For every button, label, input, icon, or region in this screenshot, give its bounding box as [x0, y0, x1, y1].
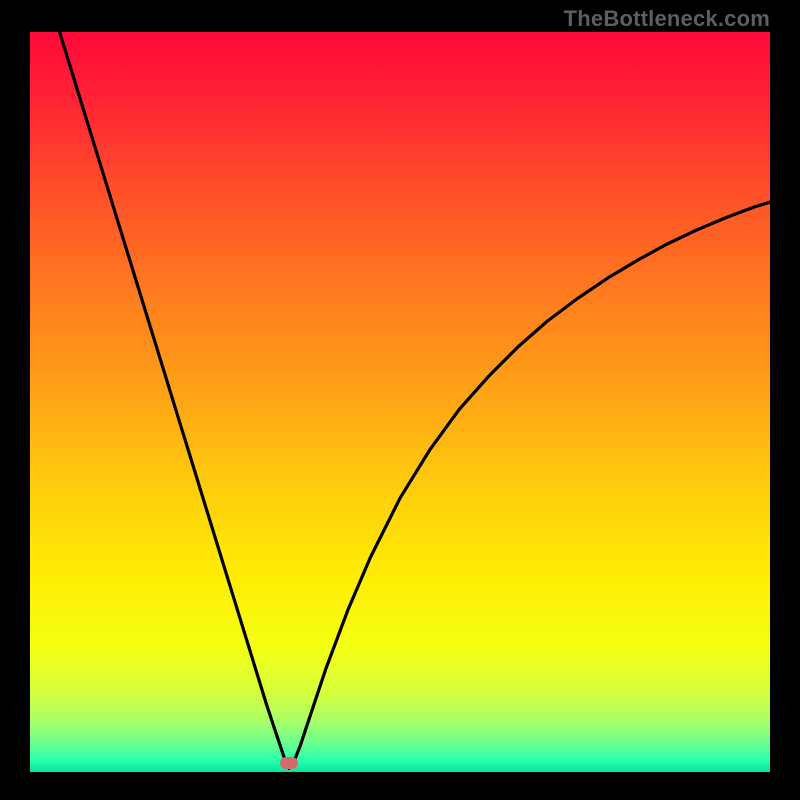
chart-frame: TheBottleneck.com: [0, 0, 800, 800]
optimal-point-marker: [280, 757, 298, 769]
plot-area: [30, 32, 770, 772]
watermark-text: TheBottleneck.com: [564, 6, 770, 32]
bottleneck-curve: [30, 32, 770, 772]
